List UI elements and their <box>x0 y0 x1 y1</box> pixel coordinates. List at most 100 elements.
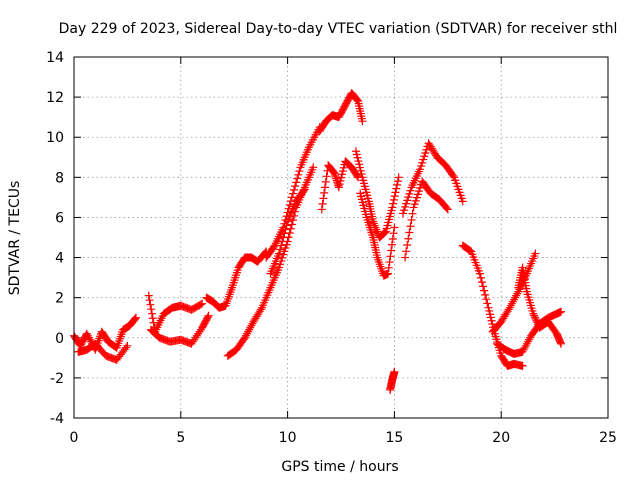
data-point <box>383 269 392 278</box>
data-point <box>300 185 309 194</box>
y-tick-label: 12 <box>46 90 64 106</box>
y-tick-label: 0 <box>55 331 64 347</box>
series-3 <box>144 291 207 336</box>
data-point-interp <box>320 183 329 192</box>
data-point-interp <box>84 333 93 342</box>
data-point <box>557 307 566 316</box>
data-point-interp <box>533 318 542 327</box>
data-point-interp <box>402 247 411 256</box>
data-point-interp <box>194 329 203 338</box>
data-point-interp <box>145 296 154 305</box>
data-point-interp <box>380 228 389 237</box>
data-point-interp <box>522 339 531 348</box>
data-point-interp <box>530 313 539 322</box>
data-point-interp <box>294 170 303 179</box>
series-11 <box>351 147 403 242</box>
data-point-interp <box>523 337 532 346</box>
data-point <box>131 313 140 322</box>
y-tick-label: 6 <box>55 210 64 226</box>
data-point-interp <box>243 329 252 338</box>
data-point <box>394 173 403 182</box>
data-point-interp <box>513 289 522 298</box>
data-point-interp <box>381 228 390 237</box>
data-point-interp <box>530 311 539 320</box>
data-point-interp <box>282 221 291 230</box>
x-axis-label: GPS time / hours <box>281 459 398 475</box>
data-point <box>557 339 566 348</box>
data-point <box>443 205 452 214</box>
series-13 <box>386 367 399 394</box>
data-point <box>518 347 527 356</box>
data-point-interp <box>241 331 250 340</box>
data-point-interp <box>196 300 205 309</box>
data-point <box>390 367 399 376</box>
series-12 <box>356 189 399 280</box>
data-point-interp <box>532 316 541 325</box>
series-14 <box>398 139 467 218</box>
data-point <box>529 309 538 318</box>
data-point-interp <box>408 209 417 218</box>
data-point-interp <box>290 185 299 194</box>
y-tick-label: 2 <box>55 291 64 307</box>
data-point-interp <box>507 299 516 308</box>
data-point-interp <box>245 325 254 334</box>
y-axis-label: SDTVAR / TECUs <box>7 181 23 296</box>
data-point <box>309 163 318 172</box>
series-19 <box>514 263 566 348</box>
data-point-interp <box>287 220 296 229</box>
data-point-interp <box>203 313 212 322</box>
data-point-interp <box>292 178 301 187</box>
series-17 <box>488 249 540 336</box>
data-point-interp <box>352 95 361 104</box>
data-point-interp <box>476 273 485 282</box>
data-point-interp <box>319 194 328 203</box>
data-point-interp <box>190 335 199 344</box>
data-point-interp <box>244 327 253 336</box>
y-tick-label: 8 <box>55 170 64 186</box>
data-point-interp <box>122 343 131 352</box>
y-axis: -4 -2 0 2 4 6 8 10 12 14 <box>46 50 608 427</box>
data-point <box>317 205 326 214</box>
data-point-interp <box>521 341 530 350</box>
data-point-interp <box>406 222 415 231</box>
data-point <box>82 329 91 338</box>
data-point-interp <box>288 189 297 198</box>
data-point-interp <box>477 278 486 287</box>
y-tick-label: -2 <box>50 371 64 387</box>
series-2 <box>74 339 132 364</box>
x-tick-label: 15 <box>385 430 403 446</box>
data-point <box>275 249 284 258</box>
plot-frame <box>73 56 609 419</box>
chart-title: Day 229 of 2023, Sidereal Day-to-day VTE… <box>59 21 618 37</box>
data-point-interp <box>483 299 492 308</box>
x-axis: 0 5 10 15 20 25 <box>70 57 617 446</box>
data-point-interp <box>442 204 451 213</box>
data-point-interp <box>393 177 402 186</box>
data-point-interp <box>280 229 289 238</box>
data-point <box>144 291 153 300</box>
data-point-interp <box>385 258 394 267</box>
data-point-interp <box>130 315 139 324</box>
data-point-interp <box>480 286 489 295</box>
data-point-interp <box>407 215 416 224</box>
data-point-interp <box>520 343 529 352</box>
data-point-interp <box>148 314 157 323</box>
data-point-interp <box>195 327 204 336</box>
data-point-interp <box>369 219 378 228</box>
data-point-interp <box>403 241 412 250</box>
series-10 <box>317 157 363 214</box>
data-point-interp <box>86 335 95 344</box>
data-point <box>123 341 132 350</box>
data-point-interp <box>388 235 397 244</box>
data-point <box>358 117 367 126</box>
series-15 <box>401 177 452 262</box>
data-point-interp <box>482 295 491 304</box>
data-point-interp <box>295 167 304 176</box>
data-point-interp <box>519 345 528 354</box>
data-point-interp <box>188 337 197 346</box>
series-18 <box>492 307 566 358</box>
data-point-interp <box>387 240 396 249</box>
data-point-interp <box>279 233 288 242</box>
data-point-interp <box>147 309 156 318</box>
